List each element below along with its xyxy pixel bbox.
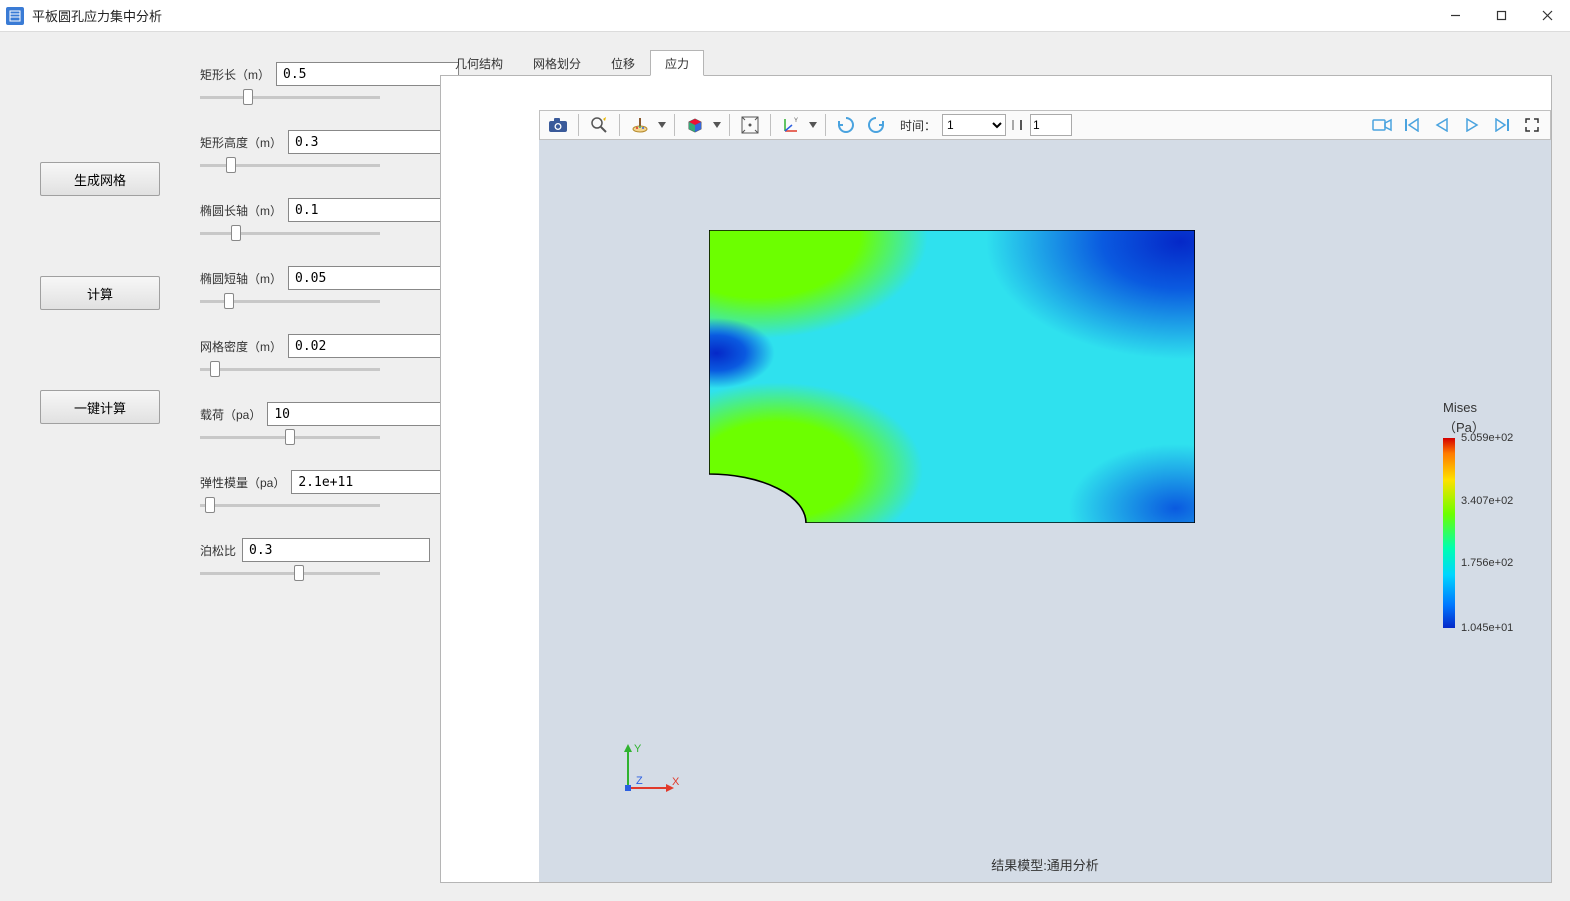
param-label: 网格密度（m）: [200, 338, 282, 355]
result-model-label: 结果模型:通用分析: [539, 855, 1551, 874]
window-title: 平板圆孔应力集中分析: [32, 6, 162, 25]
video-camera-icon[interactable]: [1368, 112, 1396, 138]
skip-last-icon[interactable]: [1488, 112, 1516, 138]
colorbar-tick: 3.407e+02: [1461, 495, 1513, 507]
param-label: 椭圆长轴（m）: [200, 202, 282, 219]
time-spin[interactable]: [1030, 114, 1072, 136]
view-toolbar: Y 时间： 1: [539, 110, 1551, 140]
param-slider[interactable]: [200, 503, 380, 507]
param-slider[interactable]: [200, 163, 380, 167]
axis-x-label: X: [672, 776, 680, 788]
minimize-button[interactable]: [1432, 0, 1478, 32]
compute-button[interactable]: 计算: [40, 276, 160, 310]
param-label: 矩形长（m）: [200, 66, 270, 83]
play-reverse-icon[interactable]: [1428, 112, 1456, 138]
parameter-column: 矩形长（m） 矩形高度（m） 椭圆长轴（m） 椭圆短轴（m） 网格密度（m） 载荷（pa）…: [200, 32, 430, 901]
time-select[interactable]: 1: [942, 114, 1006, 136]
param-label: 椭圆短轴（m）: [200, 270, 282, 287]
param-row: 椭圆短轴（m）: [200, 266, 430, 308]
param-row: 矩形长（m）: [200, 62, 430, 104]
brush-dropdown[interactable]: [656, 122, 668, 128]
maximize-button[interactable]: [1478, 0, 1524, 32]
one-click-button[interactable]: 一键计算: [40, 390, 160, 424]
param-slider[interactable]: [200, 435, 380, 439]
param-label: 载荷（pa）: [200, 406, 261, 423]
colorbar-tick: 1.045e+01: [1461, 622, 1513, 634]
param-row: 载荷（pa）: [200, 402, 430, 444]
expand-icon[interactable]: [1518, 112, 1546, 138]
colorbar-tick: 5.059e+02: [1461, 432, 1513, 444]
tab-1[interactable]: 网格划分: [518, 50, 596, 76]
cube-dropdown[interactable]: [711, 122, 723, 128]
app-icon: [6, 7, 24, 25]
param-label: 弹性模量（pa）: [200, 474, 285, 491]
param-row: 弹性模量（pa）: [200, 470, 430, 512]
generate-mesh-button[interactable]: 生成网格: [40, 162, 160, 196]
tab-3[interactable]: 应力: [650, 50, 704, 76]
param-slider[interactable]: [200, 231, 380, 235]
param-slider[interactable]: [200, 299, 380, 303]
param-input[interactable]: [242, 538, 430, 562]
cube-icon[interactable]: [681, 112, 709, 138]
fit-view-icon[interactable]: [736, 112, 764, 138]
skip-first-icon[interactable]: [1398, 112, 1426, 138]
tab-0[interactable]: 几何结构: [440, 50, 518, 76]
axis-triad-icon[interactable]: Y: [777, 112, 805, 138]
axis-y-label: Y: [634, 743, 642, 755]
contour-plot: [709, 230, 1195, 523]
view-frame: Y 时间： 1: [440, 75, 1552, 883]
zoom-icon[interactable]: [585, 112, 613, 138]
rotate-cw-icon[interactable]: [862, 112, 890, 138]
time-label: 时间：: [900, 117, 936, 134]
param-slider[interactable]: [200, 367, 380, 371]
param-row: 泊松比: [200, 538, 430, 580]
titlebar: 平板圆孔应力集中分析: [0, 0, 1570, 32]
camera-icon[interactable]: [544, 112, 572, 138]
tab-2[interactable]: 位移: [596, 50, 650, 76]
action-button-column: 生成网格 计算 一键计算: [0, 32, 200, 901]
colorbar-title-1: Mises: [1443, 400, 1533, 415]
param-slider[interactable]: [200, 95, 380, 99]
result-canvas[interactable]: Y X Z Mises （Pa） 5.059e+023.407e+021.756…: [539, 140, 1551, 882]
result-tabs: 几何结构网格划分位移应力: [440, 50, 1552, 76]
play-forward-icon[interactable]: [1458, 112, 1486, 138]
time-step-end-icon[interactable]: [1008, 112, 1028, 138]
param-input[interactable]: [267, 402, 450, 426]
rotate-ccw-icon[interactable]: [832, 112, 860, 138]
param-row: 矩形高度（m）: [200, 130, 430, 172]
svg-text:Y: Y: [794, 118, 798, 124]
brush-icon[interactable]: [626, 112, 654, 138]
main-view-column: 几何结构网格划分位移应力: [430, 32, 1570, 901]
param-row: 椭圆长轴（m）: [200, 198, 430, 240]
param-label: 泊松比: [200, 542, 236, 559]
colorbar-gradient: [1443, 438, 1455, 628]
param-slider[interactable]: [200, 571, 380, 575]
colorbar: Mises （Pa） 5.059e+023.407e+021.756e+021.…: [1443, 400, 1533, 628]
colorbar-tick: 1.756e+02: [1461, 557, 1513, 569]
axis-z-label: Z: [636, 775, 643, 787]
param-label: 矩形高度（m）: [200, 134, 282, 151]
close-button[interactable]: [1524, 0, 1570, 32]
param-row: 网格密度（m）: [200, 334, 430, 376]
axis-triad: Y X Z: [614, 742, 684, 802]
axis-dropdown[interactable]: [807, 122, 819, 128]
